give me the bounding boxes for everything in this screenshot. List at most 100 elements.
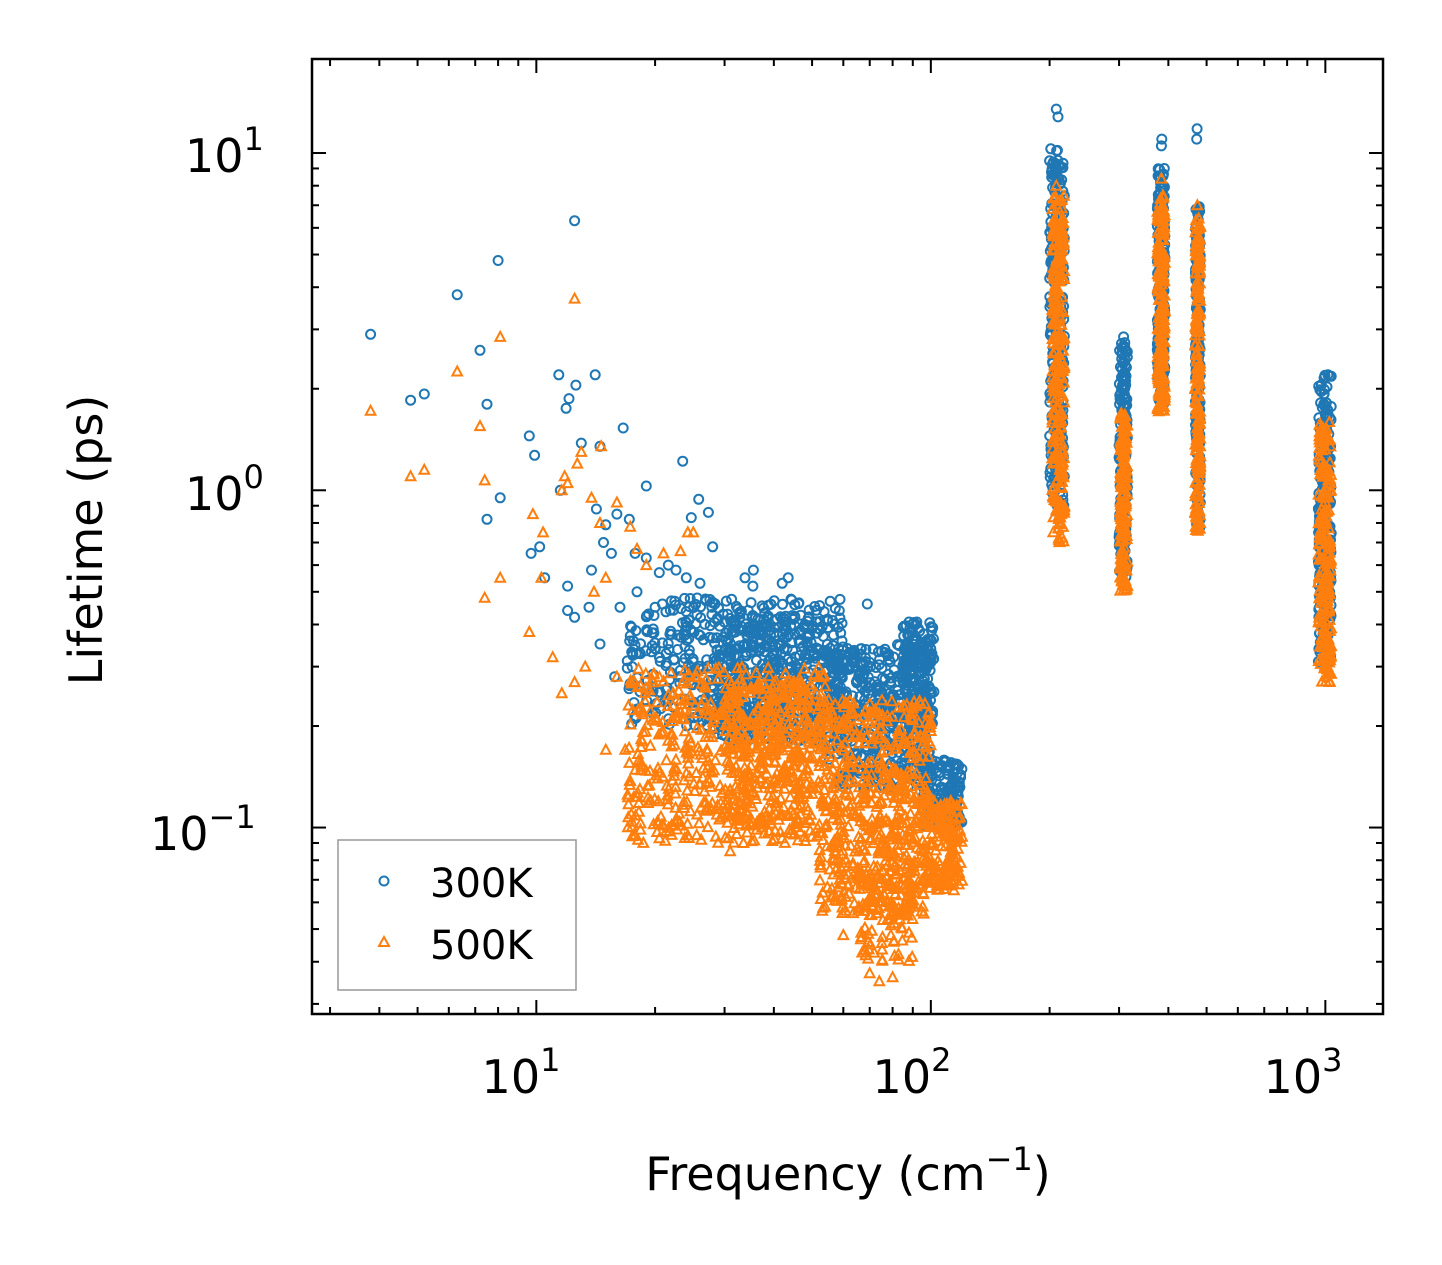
300K-point — [721, 636, 733, 648]
300K-point — [611, 508, 623, 520]
300K-point — [711, 632, 723, 644]
500K-point — [680, 783, 694, 796]
500K-point — [635, 734, 649, 747]
500K-point — [878, 888, 892, 901]
500K-point — [872, 894, 886, 907]
500K-point — [835, 843, 849, 856]
500K-point — [765, 833, 779, 846]
500K-point — [652, 727, 666, 740]
500K-point — [885, 694, 899, 707]
500K-point — [687, 776, 701, 789]
500K-point — [947, 811, 961, 824]
500K-point — [887, 901, 901, 914]
300K-point — [826, 682, 838, 694]
500K-point — [1048, 190, 1062, 203]
500K-point — [1051, 282, 1065, 295]
500K-point — [694, 722, 708, 735]
300K-point — [677, 455, 689, 467]
300K-point — [913, 679, 925, 690]
500K-point — [875, 953, 889, 966]
500K-point — [906, 700, 920, 713]
500K-point — [642, 778, 656, 791]
300K-point — [778, 632, 790, 644]
500K-point — [853, 881, 867, 894]
500K-point — [818, 679, 832, 692]
500K-point — [822, 692, 836, 705]
300K-point — [1051, 167, 1063, 179]
500K-point — [1155, 219, 1168, 232]
500K-point — [848, 728, 862, 741]
500K-point — [723, 783, 737, 796]
500K-point — [845, 752, 859, 766]
300K-point — [523, 430, 535, 442]
500K-point — [905, 711, 919, 724]
500K-point — [893, 811, 906, 824]
300K-point — [1053, 173, 1065, 185]
500K-point — [770, 795, 784, 808]
300K-point — [1051, 144, 1063, 156]
300K-point — [1118, 331, 1130, 343]
300K-point — [494, 492, 506, 504]
500K-point — [763, 703, 777, 716]
500K-point — [1158, 304, 1172, 317]
500K-point — [817, 758, 831, 772]
500K-point — [873, 751, 887, 764]
500K-point — [863, 715, 877, 729]
500K-point — [766, 789, 780, 802]
500K-point — [907, 791, 921, 804]
500K-point — [820, 879, 834, 893]
500K-point — [925, 826, 939, 839]
500K-point — [729, 726, 743, 739]
500K-point — [1119, 417, 1133, 431]
300K-point — [562, 605, 574, 616]
500K-point — [830, 793, 843, 806]
300K-point — [649, 637, 661, 649]
500K-point — [826, 781, 840, 794]
300K-point — [1115, 361, 1127, 373]
500K-point — [787, 797, 801, 810]
500K-point — [1046, 490, 1060, 503]
500K-point — [1052, 511, 1066, 524]
500K-point — [905, 763, 918, 777]
500K-point — [835, 855, 849, 868]
500K-point — [866, 732, 880, 745]
300K-point — [534, 541, 546, 553]
500K-point — [1151, 279, 1165, 292]
500K-point — [791, 743, 805, 756]
300K-point — [481, 513, 493, 525]
500K-point — [733, 812, 747, 825]
500K-point — [904, 897, 918, 910]
300K-point — [726, 593, 738, 605]
500K-point — [860, 874, 874, 887]
500K-point — [1057, 503, 1071, 516]
300K-point — [621, 662, 633, 674]
300K-point — [1158, 163, 1170, 174]
500K-point — [632, 661, 645, 674]
300K-point — [525, 547, 537, 559]
500K-point — [897, 781, 911, 794]
500K-point — [876, 771, 890, 784]
500K-point — [670, 822, 684, 835]
500K-point — [875, 942, 889, 955]
500K-point — [721, 762, 734, 775]
500K-point — [1052, 385, 1066, 398]
300K-point — [1318, 384, 1330, 395]
500K-point — [737, 782, 751, 796]
500K-point — [621, 820, 635, 833]
500K-point — [798, 829, 812, 842]
500K-point — [916, 886, 930, 900]
500K-point — [1053, 427, 1067, 440]
500K-point — [854, 729, 868, 742]
500K-point — [933, 822, 947, 835]
500K-point — [730, 689, 744, 702]
500K-point — [867, 945, 881, 958]
500K-point — [902, 953, 916, 966]
300K-point — [569, 611, 581, 623]
500K-point — [862, 823, 876, 836]
500K-point — [906, 831, 920, 845]
300K-point — [693, 663, 705, 675]
500K-point — [669, 779, 683, 792]
300K-point — [708, 652, 720, 664]
300K-point — [794, 650, 806, 661]
300K-point — [903, 616, 915, 628]
